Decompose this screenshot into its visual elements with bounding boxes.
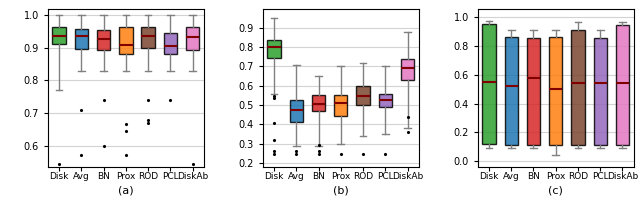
PathPatch shape — [290, 100, 303, 122]
PathPatch shape — [527, 38, 540, 145]
PathPatch shape — [141, 27, 155, 48]
PathPatch shape — [504, 37, 518, 145]
PathPatch shape — [52, 27, 66, 45]
PathPatch shape — [312, 95, 325, 111]
PathPatch shape — [119, 27, 132, 54]
PathPatch shape — [593, 38, 607, 145]
PathPatch shape — [164, 33, 177, 54]
PathPatch shape — [483, 24, 495, 144]
PathPatch shape — [549, 37, 563, 145]
PathPatch shape — [572, 30, 585, 145]
PathPatch shape — [356, 86, 370, 105]
PathPatch shape — [401, 59, 414, 80]
PathPatch shape — [186, 27, 199, 50]
X-axis label: (c): (c) — [548, 186, 563, 196]
PathPatch shape — [97, 30, 110, 50]
X-axis label: (a): (a) — [118, 186, 134, 196]
PathPatch shape — [334, 95, 348, 116]
PathPatch shape — [268, 40, 281, 58]
PathPatch shape — [616, 25, 629, 145]
PathPatch shape — [379, 94, 392, 107]
X-axis label: (b): (b) — [333, 186, 349, 196]
PathPatch shape — [75, 29, 88, 49]
